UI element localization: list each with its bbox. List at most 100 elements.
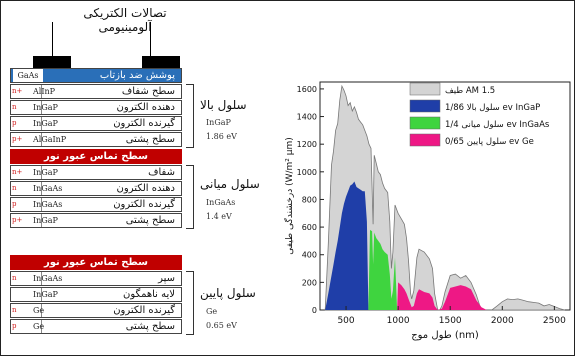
x-tick-label: 1000 [387,316,410,326]
spectrum-chart: 500 1000 1500 2000 2500 0 200 400 600 800 1000 1200… [283,81,571,341]
legend-label: سلول بالا 1/86 ev InGaP [445,103,540,113]
layer-material: InGaP [33,103,58,112]
middle-cell-material: InGaAs [206,198,236,207]
bottom-cell-layer: InGaP لایه ناهمگون [10,287,182,302]
x-tick-label: 2000 [491,316,514,326]
y-axis-label: درخشندگی طیفی (W/m² µm) [283,137,295,255]
layer-material: Ge [33,306,45,315]
layer-label: دهنده الکترون [116,183,175,194]
arc-material: GaAs [13,69,43,82]
legend-label: سلول میانی 1/4 ev InGaAs [445,120,550,130]
layer-material: InGaAs [33,184,63,193]
doping-label: n [12,306,17,314]
contact-arrow-left [52,22,53,56]
contacts-label: تصالات الکتریکی آلومینیومی [83,6,167,34]
layer-label: گیرنده الکترون [113,118,175,129]
layer-material: InGaAs [33,200,63,209]
legend-swatch [409,99,441,113]
top-cell-layer: n+ AlInP سطح شفاف [10,84,182,99]
layer-material: InGaP [33,216,58,225]
layer-label: سطح پشتی [125,321,175,332]
y-tick-label: 600 [302,223,317,232]
bottom-cell-layer: n Ge گیرنده الکترون [10,303,182,318]
contact-right [142,56,180,68]
top-cell-brace [186,84,194,148]
top-cell-bandgap: 1.86 eV [206,132,237,141]
layer-label: سپر [158,273,175,284]
tunnel-label: سطح تماس عبور نور [44,151,148,162]
layer-label: سطح شفاف [121,86,175,97]
bottom-cell-bandgap: 0.65 eV [206,321,237,330]
doping-label: n [12,184,17,192]
middle-cell-layer: n InGaAs دهنده الکترون [10,181,182,196]
y-tick-label: 800 [302,195,317,204]
anti-reflection-coating: GaAs پوشش ضد بازتاب [10,68,182,83]
layer-label: گیرنده الکترون [113,305,175,316]
top-cell-name: سلول بالا [200,98,247,112]
doping-label: p [12,200,17,208]
middle-cell-brace [186,165,194,229]
legend-label: سلول پایین 0/65 ev Ge [445,137,534,147]
layer-material: AlGaInP [33,135,67,144]
doping-label: p [12,119,17,127]
x-axis-label: طول موج (nm) [411,330,479,341]
layer-material: InGaP [33,290,58,299]
series-area [325,181,369,310]
bottom-cell-layer: p Ge سطح پشتی [10,319,182,334]
layer-material: AlInP [33,87,56,96]
tunnel-junction-upper: سطح تماس عبور نور [10,149,182,164]
x-tick-label: 500 [337,316,354,326]
doping-label: n [12,103,17,111]
bottom-cell-brace [186,271,194,335]
tunnel-label: سطح تماس عبور نور [44,257,148,268]
y-tick-label: 200 [302,278,317,287]
bottom-cell-name: سلول پایین [200,286,256,300]
middle-cell-layer: p+ InGaP سطح پشتی [10,213,182,228]
doping-label: p+ [12,135,23,143]
y-tick-label: 0 [312,306,317,315]
top-cell-layer: p InGaP گیرنده الکترون [10,116,182,131]
layer-label: لایه ناهمگون [123,289,175,300]
layer-label: دهنده الکترون [116,102,175,113]
y-tick-label: 1200 [297,140,317,149]
legend-swatch [409,133,441,147]
top-cell-material: InGaP [206,118,231,127]
doping-label: p [12,322,17,330]
middle-cell-bandgap: 1.4 eV [206,212,232,221]
y-tick-label: 1600 [297,85,317,94]
x-tick-label: 1500 [439,316,462,326]
layer-label: سطح پشتی [125,215,175,226]
series-area [397,282,487,310]
doping-label: n [12,274,17,282]
y-tick-label: 400 [302,251,317,260]
bottom-cell-material: Ge [206,307,218,316]
layer-material: InGaP [33,168,58,177]
top-cell-layer: n InGaP دهنده الکترون [10,100,182,115]
layer-label: گیرنده الکترون [113,199,175,210]
y-tick-label: 1000 [297,168,317,177]
layer-label: شفاف [148,167,175,178]
layer-material: InGaAs [33,274,63,283]
layer-material: Ge [33,322,45,331]
legend-swatch [409,82,441,96]
layer-label: سطح پشتی [125,134,175,145]
contact-left [33,56,71,68]
contact-arrow-right [150,22,151,56]
legend-swatch [409,116,441,130]
layer-material: InGaP [33,119,58,128]
arc-label: پوشش ضد بازتاب [99,70,175,81]
bottom-cell-layer: n InGaAs سپر [10,271,182,286]
middle-cell-layer: n+ InGaP شفاف [10,165,182,180]
doping-label: p+ [12,216,23,224]
middle-cell-name: سلول میانی [200,177,260,191]
top-cell-layer: p+ AlGaInP سطح پشتی [10,132,182,147]
x-tick-label: 2500 [543,316,566,326]
doping-label: n+ [12,168,23,176]
doping-label: n+ [12,87,23,95]
series-area [368,229,398,310]
legend-label: طیف AM 1.5 [445,86,495,96]
tunnel-junction-lower: سطح تماس عبور نور [10,255,182,270]
y-tick-label: 1400 [297,113,317,122]
middle-cell-layer: p InGaAs گیرنده الکترون [10,197,182,212]
